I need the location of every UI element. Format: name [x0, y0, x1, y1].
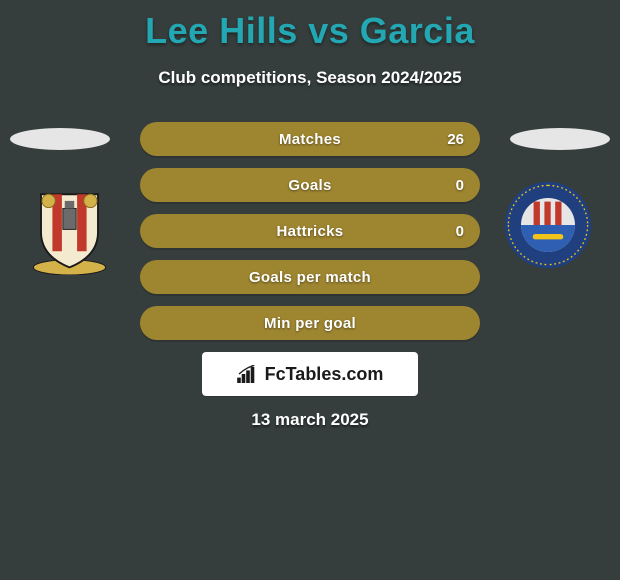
page-title: Lee Hills vs Garcia	[0, 0, 620, 52]
stat-value: 26	[447, 131, 464, 148]
stat-label: Goals per match	[249, 269, 371, 286]
stat-value: 0	[456, 223, 464, 240]
date-text: 13 march 2025	[0, 410, 620, 430]
stat-label: Min per goal	[264, 315, 356, 332]
player-silhouette-right	[510, 128, 610, 150]
stat-label: Matches	[279, 131, 341, 148]
brand-text: FcTables.com	[265, 364, 384, 385]
club-badge-left	[22, 180, 117, 275]
club-badge-right	[503, 180, 598, 275]
stat-label: Hattricks	[277, 223, 344, 240]
stats-container: Matches 26 Goals 0 Hattricks 0 Goals per…	[140, 122, 480, 352]
stat-row: Goals per match	[140, 260, 480, 294]
chart-icon	[237, 365, 259, 383]
stat-value: 0	[456, 177, 464, 194]
brand-badge: FcTables.com	[202, 352, 418, 396]
stat-row: Min per goal	[140, 306, 480, 340]
player-silhouette-left	[10, 128, 110, 150]
stat-row: Matches 26	[140, 122, 480, 156]
stat-row: Goals 0	[140, 168, 480, 202]
stat-row: Hattricks 0	[140, 214, 480, 248]
stat-label: Goals	[288, 177, 331, 194]
subtitle: Club competitions, Season 2024/2025	[0, 68, 620, 88]
